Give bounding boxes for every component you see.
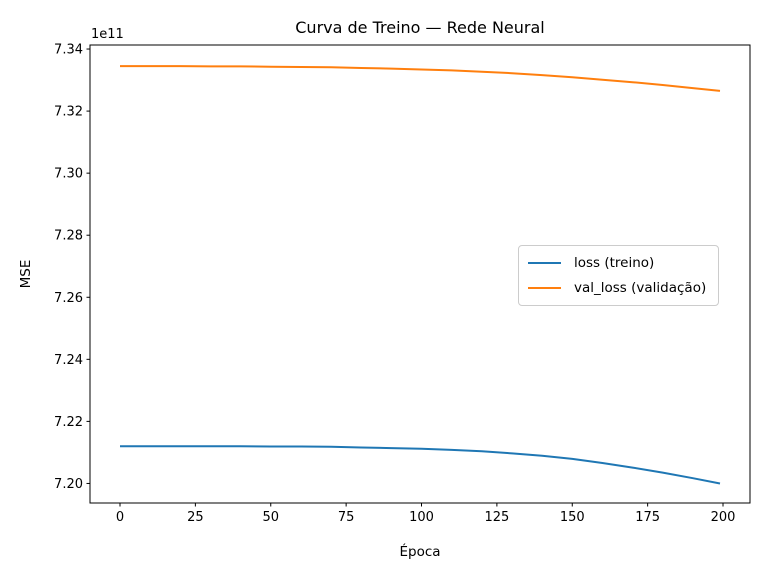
x-tick-label: 25 bbox=[187, 510, 204, 525]
y-axis-ticks: 7.20 7.22 7.24 7.26 7.28 7.30 7.32 7.34 bbox=[54, 43, 90, 492]
x-tick-label: 125 bbox=[484, 510, 509, 525]
series-line-loss bbox=[120, 445, 721, 485]
chart-title: Curva de Treino — Rede Neural bbox=[295, 18, 544, 37]
x-tick-label: 50 bbox=[262, 510, 279, 525]
x-axis-label: Época bbox=[399, 543, 440, 560]
x-tick-label: 75 bbox=[338, 510, 355, 525]
y-tick-label: 7.22 bbox=[54, 415, 83, 430]
x-tick-label: 150 bbox=[560, 510, 585, 525]
y-tick-label: 7.32 bbox=[54, 105, 83, 120]
y-tick-label: 7.28 bbox=[54, 229, 83, 244]
series-lines bbox=[120, 65, 721, 485]
legend-label-loss: loss (treino) bbox=[574, 255, 655, 271]
y-tick-label: 7.34 bbox=[54, 43, 83, 58]
x-tick-label: 0 bbox=[116, 510, 124, 525]
legend-label-val-loss: val_loss (validação) bbox=[574, 280, 707, 296]
legend-line-sample-val-loss bbox=[528, 287, 561, 289]
y-tick-label: 7.30 bbox=[54, 167, 83, 182]
x-tick-label: 100 bbox=[409, 510, 434, 525]
legend: loss (treino) val_loss (validação) bbox=[518, 245, 720, 306]
x-axis-ticks: 0 25 50 75 100 125 150 175 200 bbox=[116, 503, 736, 525]
y-axis-offset-label: 1e11 bbox=[91, 27, 124, 42]
legend-line-sample-loss bbox=[528, 262, 561, 264]
legend-item-loss: loss (treino) bbox=[528, 252, 706, 274]
y-tick-label: 7.26 bbox=[54, 291, 83, 306]
x-tick-label: 200 bbox=[711, 510, 736, 525]
legend-item-val-loss: val_loss (validação) bbox=[528, 277, 706, 299]
y-tick-label: 7.20 bbox=[54, 477, 83, 492]
y-axis-label: MSE bbox=[18, 260, 34, 289]
plot-area-border bbox=[89, 44, 751, 504]
y-tick-label: 7.24 bbox=[54, 353, 83, 368]
series-line-val-loss bbox=[120, 65, 721, 92]
x-tick-label: 175 bbox=[635, 510, 660, 525]
